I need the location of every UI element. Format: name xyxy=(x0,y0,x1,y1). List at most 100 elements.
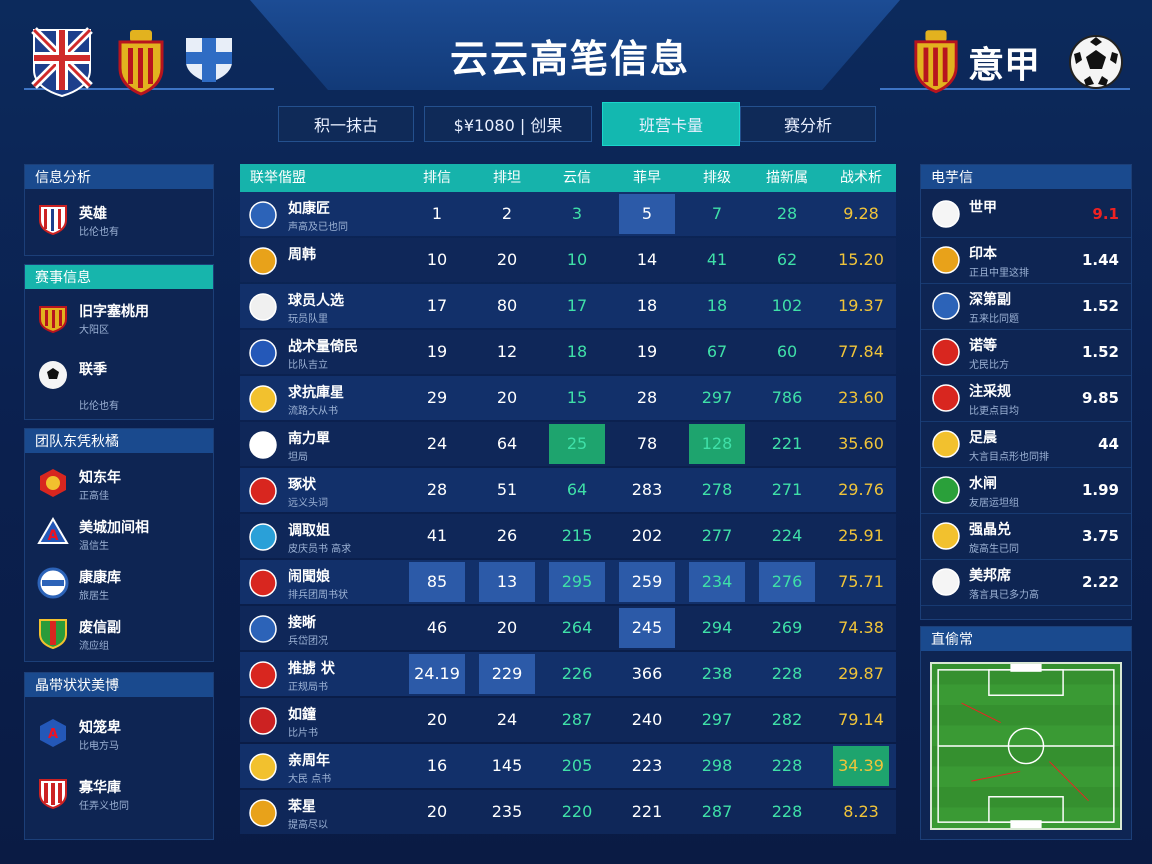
table-cell: 234 xyxy=(689,562,745,602)
column-header[interactable]: 菲早 xyxy=(633,170,661,186)
table-cell: 64 xyxy=(496,434,518,453)
table-row[interactable]: 球员人选 玩员队里 17 80 17 18 18 102 19.37 xyxy=(240,284,896,328)
column-header[interactable]: 联举偕盟 xyxy=(250,170,306,186)
team-sub: 玩员队里 xyxy=(288,314,328,325)
odds-item[interactable]: 印本 正且中里这排 1.44 xyxy=(921,237,1131,284)
league-label: 意甲 xyxy=(968,45,1041,86)
table-row[interactable]: 求抗庫星 流路大从书 29 20 15 28 297 786 23.60 xyxy=(240,376,896,420)
odds-name: 足晨 xyxy=(969,430,997,446)
item-name: 美城加间相 xyxy=(79,520,149,536)
odds-item[interactable]: 美邦席 落言具已多力高 2.22 xyxy=(921,559,1131,606)
odds-item[interactable]: 诺等 尤民比方 1.52 xyxy=(921,329,1131,376)
odds-item[interactable]: 注采规 比更点目均 9.85 xyxy=(921,375,1131,422)
odds-name: 美邦席 xyxy=(969,568,1011,584)
table-cell: 78 xyxy=(636,434,658,453)
table-cell: 223 xyxy=(631,756,663,775)
table-cell: 228 xyxy=(771,756,803,775)
england-crest-icon xyxy=(31,27,93,98)
list-item[interactable]: 废信副 流应组 xyxy=(25,609,213,657)
table-row[interactable]: 苯星 提高尽以 20 235 220 221 287 228 8.23 xyxy=(240,790,896,834)
table-row[interactable]: 如康匠 声高及已也同 1 2 3 5 7 28 9.28 xyxy=(240,192,896,236)
team-sub: 坦局 xyxy=(288,452,308,463)
table-row[interactable]: 如鐘 比片书 20 24 287 240 297 282 79.14 xyxy=(240,698,896,742)
list-item[interactable]: 寡华庫 任弄义也同 xyxy=(25,769,213,817)
tab-label: 积一抹古 xyxy=(313,116,378,135)
column-header[interactable]: 排信 xyxy=(423,170,451,186)
tab-3[interactable]: 赛分析 xyxy=(740,106,876,142)
odds-item[interactable]: 水闸 友居运坦组 1.99 xyxy=(921,467,1131,514)
odds-item[interactable]: 深第副 五来比同题 1.52 xyxy=(921,283,1131,330)
list-item[interactable]: 旧字塞桃用 大阳区 xyxy=(25,293,213,341)
table-row[interactable]: 调取姐 皮庆员书 高求 41 26 215 202 277 224 25.91 xyxy=(240,514,896,558)
svg-text:A: A xyxy=(48,528,59,544)
table-cell: 2 xyxy=(501,204,513,223)
table-row[interactable]: 周韩 10 20 10 14 41 62 15.20 xyxy=(240,238,896,282)
blue-hex-crest-icon: A xyxy=(40,719,66,747)
item-name: 寡华庫 xyxy=(79,780,121,796)
column-header[interactable]: 描新属 xyxy=(766,170,808,186)
table-row[interactable]: 亲周年 大民 点书 16 145 205 223 298 228 34.39 xyxy=(240,744,896,788)
cross-shield-icon xyxy=(186,38,232,82)
table-cell: 20 xyxy=(496,618,518,637)
table-cell: 240 xyxy=(631,710,663,729)
table-cell: 13 xyxy=(479,562,535,602)
odds-item[interactable]: 世甲 9.1 xyxy=(921,191,1131,238)
list-item[interactable]: 康康库 旅居生 xyxy=(25,559,213,607)
odds-item[interactable]: 足晨 大言目点形也同排 44 xyxy=(921,421,1131,468)
team-name: 战术量倚民 xyxy=(288,339,358,355)
item-sub: 大阳区 xyxy=(79,325,109,336)
table-row[interactable]: 推掳 状正规局书 24.19 229 226 366 238 228 29.87 xyxy=(240,652,896,696)
table-cell: 41 xyxy=(706,250,728,269)
table-row[interactable]: 琢状 远义头词 28 51 64 283 278 271 29.76 xyxy=(240,468,896,512)
item-name: 知笼卑 xyxy=(79,720,121,736)
table-row[interactable]: 战术量倚民 比队吉立 19 12 18 19 67 60 77.84 xyxy=(240,330,896,374)
item-sub: 比伦也有 xyxy=(79,227,119,238)
team-name: 亲周年 xyxy=(288,753,330,769)
pitch-diagram xyxy=(930,662,1122,830)
odds-sub: 尤民比方 xyxy=(969,360,1009,371)
team-crest-icon xyxy=(249,615,277,643)
list-item[interactable]: 联季 比伦也有 xyxy=(25,351,213,412)
item-name: 知东年 xyxy=(79,470,121,486)
odds-name: 印本 xyxy=(969,246,997,262)
odds-value: 3.75 xyxy=(1081,527,1119,545)
table-cell: 60 xyxy=(776,342,798,361)
table-row[interactable]: 南力單 坦局 24 64 25 78 128 221 35.60 xyxy=(240,422,896,466)
list-item[interactable]: 知东年 正高佳 xyxy=(25,459,213,507)
odds-sub: 落言具已多力高 xyxy=(969,590,1039,601)
tab-0[interactable]: 积一抹古 xyxy=(278,106,414,142)
right-panel-title: 电芋信 xyxy=(921,165,1131,189)
table-cell: 298 xyxy=(701,756,733,775)
item-name: 联季 xyxy=(79,362,107,378)
tab-2[interactable]: 班营卡量 xyxy=(602,102,740,146)
table-row[interactable]: 接晰 兵岱团况 46 20 264 245 294 269 74.38 xyxy=(240,606,896,650)
table-cell: 14 xyxy=(636,250,658,269)
column-header[interactable]: 排级 xyxy=(703,170,731,186)
list-item[interactable]: A 知笼卑 比电方马 xyxy=(25,709,213,757)
table-cell: 297 xyxy=(701,710,733,729)
column-header[interactable]: 云信 xyxy=(563,170,591,186)
team-name: 如康匠 xyxy=(288,201,330,217)
team-name: 求抗庫星 xyxy=(288,385,344,401)
table-cell: 221 xyxy=(771,434,803,453)
list-item[interactable]: A 美城加间相 温信生 xyxy=(25,509,213,557)
table-cell: 18 xyxy=(566,342,588,361)
tab-1[interactable]: $¥1080 | 创果 xyxy=(424,106,592,142)
column-header[interactable]: 排坦 xyxy=(493,170,521,186)
team-crest-icon xyxy=(932,430,960,458)
table-row[interactable]: 闹聞娘 排兵团周书状 85 13 295 259 234 276 75.71 xyxy=(240,560,896,604)
table-cell: 220 xyxy=(561,802,593,821)
spain-crest-icon-right xyxy=(914,30,958,94)
odds-value: 1.44 xyxy=(1081,251,1119,269)
odds-item[interactable]: 强晶兑 旋高生已同 3.75 xyxy=(921,513,1131,560)
column-header[interactable]: 战术析 xyxy=(840,170,882,186)
red-hex-crest-icon xyxy=(40,469,66,497)
striped-shield-icon xyxy=(39,205,67,235)
table-cell: 786 xyxy=(771,388,803,407)
table-cell: 28 xyxy=(426,480,448,499)
item-sub: 比伦也有 xyxy=(79,401,119,412)
table-cell: 20 xyxy=(496,250,518,269)
list-item[interactable]: 英雄 比伦也有 xyxy=(25,195,213,243)
pitch-title: 直偷常 xyxy=(921,627,1131,651)
table-cell: 17 xyxy=(426,296,448,315)
